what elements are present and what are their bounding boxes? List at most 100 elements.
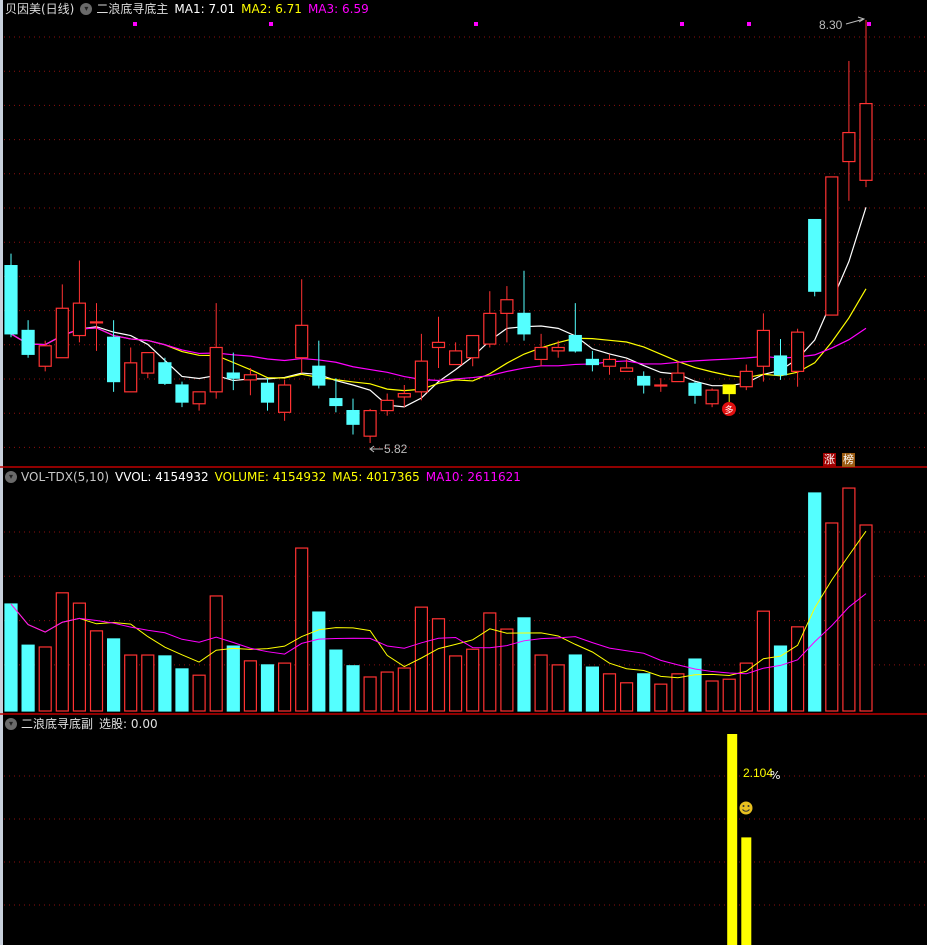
sub-indicator-name[interactable]: 二浪底寻底副 bbox=[21, 717, 94, 731]
volume-bar bbox=[534, 654, 548, 712]
candle bbox=[842, 60, 856, 201]
volume-bar bbox=[688, 658, 702, 712]
candle-body bbox=[790, 331, 805, 372]
volume-bar bbox=[72, 602, 87, 712]
low-price-label: 5.82 bbox=[384, 442, 408, 456]
candle bbox=[414, 333, 428, 401]
price-ma-lines bbox=[10, 207, 867, 408]
vvol-value: VVOL: 4154932 bbox=[115, 470, 209, 484]
candle-body bbox=[517, 312, 531, 335]
candle-body bbox=[124, 362, 138, 393]
candle bbox=[722, 384, 736, 403]
volume-bar bbox=[278, 662, 292, 712]
vol-ma5-value: MA5: 4017365 bbox=[332, 470, 420, 484]
volume-bar bbox=[568, 654, 582, 712]
volume-bar bbox=[89, 630, 104, 712]
stock-title: 贝因美(日线) bbox=[5, 2, 75, 16]
candle-body bbox=[722, 384, 736, 395]
candle-body bbox=[671, 372, 685, 383]
volume-bar bbox=[380, 671, 394, 712]
volume-ma-lines bbox=[10, 530, 867, 679]
volume-bar bbox=[790, 626, 805, 712]
volume-bar bbox=[808, 492, 822, 712]
indicator-menu-icon[interactable]: ▾ bbox=[5, 471, 17, 483]
candle-body bbox=[346, 409, 360, 425]
candle bbox=[124, 347, 138, 393]
volume-ma5-line bbox=[10, 530, 867, 679]
candle bbox=[158, 357, 172, 386]
candle bbox=[825, 176, 839, 316]
indicator-menu-icon[interactable]: ▾ bbox=[5, 718, 17, 730]
indicator-menu-icon[interactable]: ▾ bbox=[80, 3, 93, 15]
zhang-badge[interactable]: 涨 bbox=[823, 453, 836, 467]
volume-bar bbox=[466, 648, 480, 712]
candle-body bbox=[466, 334, 480, 359]
candle bbox=[534, 333, 548, 367]
candle-body bbox=[654, 384, 668, 387]
candle bbox=[602, 354, 617, 375]
volume-bars bbox=[4, 487, 873, 712]
volume-bar bbox=[312, 611, 326, 712]
volume-bar bbox=[243, 660, 257, 712]
candle-body bbox=[585, 358, 600, 366]
candle bbox=[705, 388, 719, 408]
candle-body bbox=[363, 409, 377, 437]
candle-body bbox=[534, 346, 548, 361]
candle bbox=[637, 371, 651, 394]
candle bbox=[38, 340, 52, 372]
candle bbox=[859, 20, 873, 188]
volume-indicator-name[interactable]: VOL-TDX(5,10) bbox=[21, 470, 110, 484]
sub-panel-header: ▾ 二浪底寻底副 选股: 0.00 bbox=[5, 716, 164, 732]
volume-bar bbox=[773, 645, 788, 712]
volume-bar bbox=[756, 610, 771, 712]
low-arrow-icon bbox=[369, 445, 383, 453]
candle bbox=[106, 320, 121, 392]
candle-body bbox=[21, 329, 35, 355]
volume-bar bbox=[483, 612, 497, 712]
volume-bar bbox=[141, 654, 155, 712]
candle bbox=[278, 379, 292, 421]
volume-bar bbox=[619, 682, 634, 712]
volume-panel-header: ▾ VOL-TDX(5,10) VVOL: 4154932 VOLUME: 41… bbox=[5, 469, 527, 485]
candle-body bbox=[89, 321, 104, 324]
candle bbox=[363, 408, 377, 443]
candle bbox=[568, 303, 582, 353]
volume-bar bbox=[654, 683, 668, 712]
candle bbox=[790, 328, 805, 387]
volume-bar bbox=[705, 680, 719, 712]
candle bbox=[431, 316, 446, 368]
indicator-name[interactable]: 二浪底寻底主 bbox=[96, 2, 169, 16]
candle bbox=[551, 340, 565, 358]
candle-body bbox=[842, 131, 856, 163]
candle bbox=[89, 303, 104, 351]
candle bbox=[226, 352, 240, 391]
candle-body bbox=[705, 389, 719, 405]
candle-body bbox=[397, 392, 411, 398]
volume-bar bbox=[124, 654, 138, 712]
candle-body bbox=[688, 382, 702, 396]
candle-body bbox=[551, 346, 565, 352]
candle-body bbox=[106, 336, 121, 383]
volume-value: VOLUME: 4154932 bbox=[214, 470, 327, 484]
candle bbox=[483, 291, 497, 348]
volume-bar bbox=[226, 645, 240, 712]
volume-ma10-line bbox=[10, 593, 867, 675]
top-marker bbox=[680, 22, 684, 26]
volume-bar bbox=[722, 678, 736, 712]
candle bbox=[295, 279, 309, 374]
candle-body bbox=[483, 312, 497, 345]
candle bbox=[619, 359, 634, 372]
candle bbox=[346, 398, 360, 435]
candle bbox=[175, 381, 189, 408]
candle bbox=[397, 385, 411, 408]
candle-body bbox=[192, 391, 206, 405]
candle-body bbox=[226, 372, 240, 379]
candle bbox=[739, 364, 753, 391]
candle bbox=[449, 342, 463, 366]
candle-body bbox=[329, 398, 343, 407]
candle bbox=[654, 378, 668, 392]
candle-body bbox=[243, 374, 257, 381]
candle-body bbox=[431, 341, 446, 349]
bang-badge[interactable]: 榜 bbox=[842, 453, 855, 467]
